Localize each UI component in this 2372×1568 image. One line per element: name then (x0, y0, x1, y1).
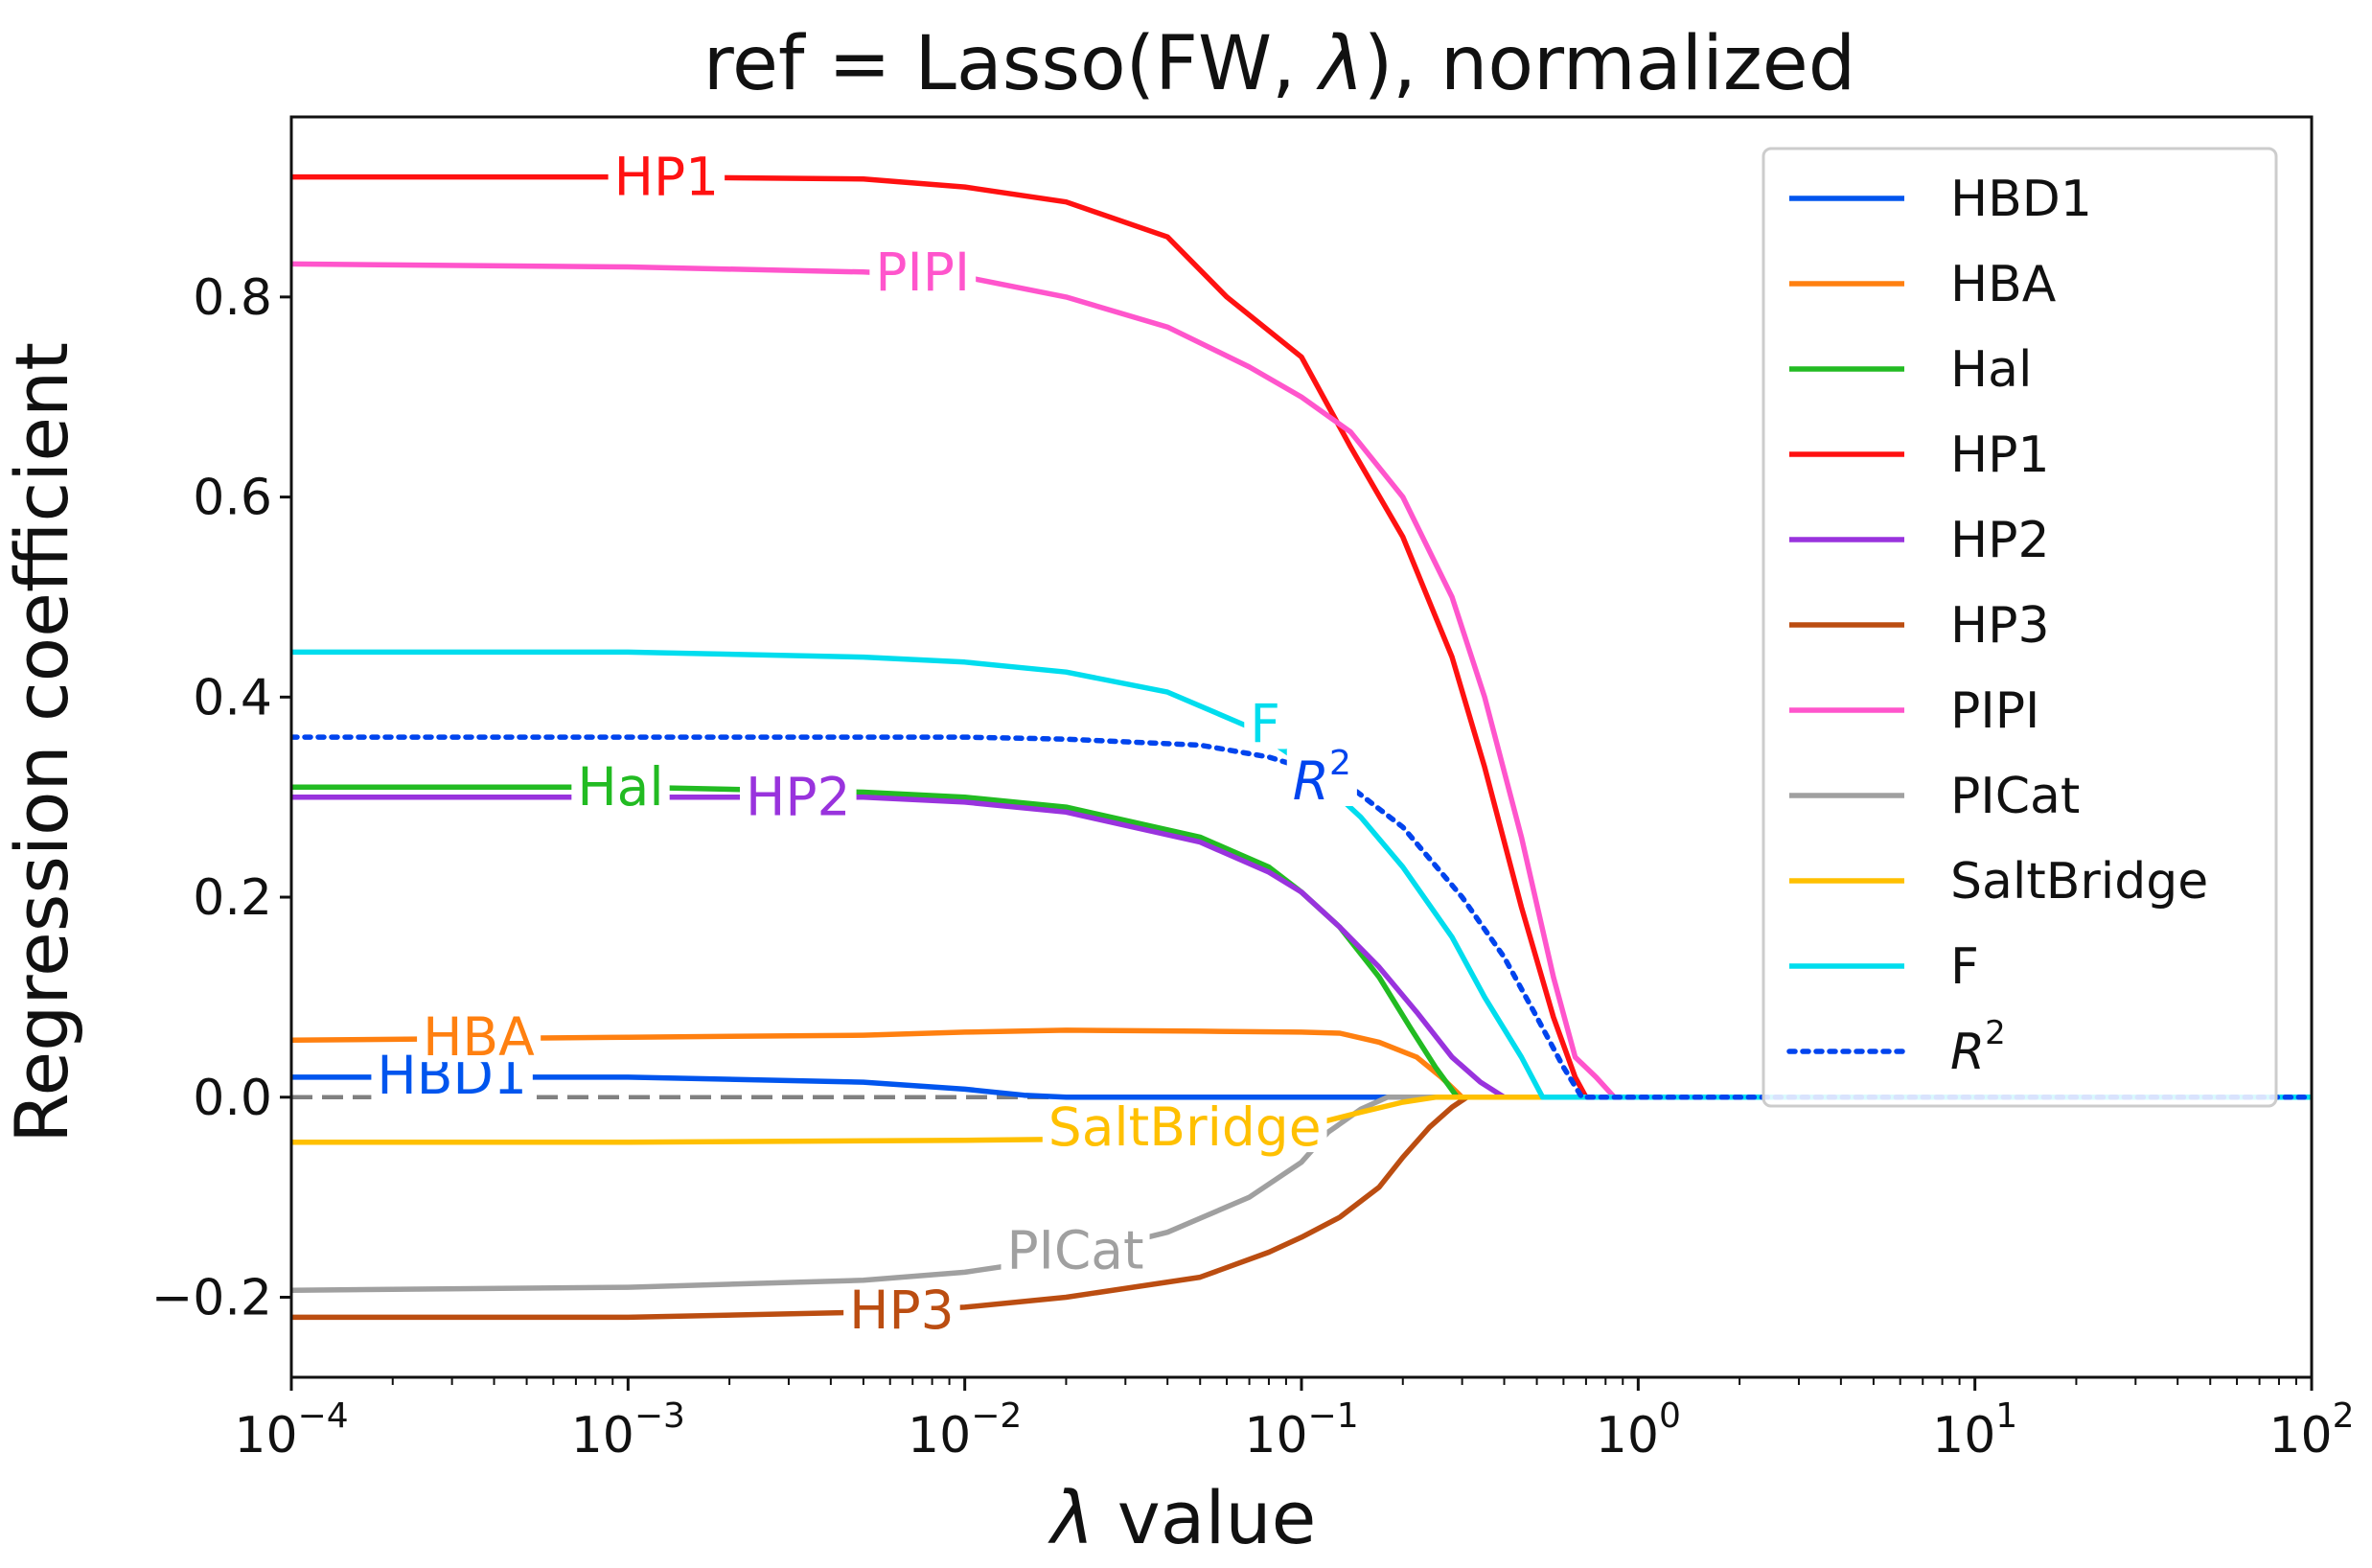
legend-label-r2: R2 (1950, 1014, 2006, 1081)
y-tick-label: 0.6 (193, 470, 272, 527)
legend-label-hba: HBA (1950, 256, 2057, 313)
series-line-hp2 (291, 794, 2312, 1100)
plot-area: HBD1HBAHalHP1HP2HP3PIPIPICatSaltBridgeFR… (151, 115, 2355, 1464)
x-tick-label: 10−2 (908, 1396, 1022, 1464)
legend-label-hp1: HP1 (1950, 427, 2050, 484)
curve-label-hp2: HP2 (746, 767, 851, 828)
legend-label-pipi: PIPI (1950, 682, 2039, 740)
curve-label-hba: HBA (423, 1006, 535, 1068)
curve-label-saltbridge: SaltBridge (1048, 1096, 1322, 1158)
legend-label-hal: Hal (1950, 341, 2032, 399)
curve-label-f: F (1250, 693, 1280, 754)
y-tick-label: 0.4 (193, 669, 272, 726)
curve-label-pipi: PIPI (875, 242, 970, 303)
legend-label-hbd1: HBD1 (1950, 171, 2092, 228)
legend-label-hp3: HP3 (1950, 597, 2050, 655)
curve-label-background (1001, 1225, 1150, 1276)
y-tick-label: 0.8 (193, 269, 272, 327)
legend-label-hp2: HP2 (1950, 512, 2050, 569)
x-tick-label: 10−3 (571, 1396, 685, 1464)
x-tick-label: 10−4 (234, 1396, 348, 1464)
series-line-picat (291, 1095, 2312, 1293)
curve-label-r2: R2 (1293, 744, 1351, 812)
x-tick-label: 101 (1932, 1396, 2017, 1464)
y-tick-label: 0.2 (193, 869, 272, 927)
legend-label-picat: PICat (1950, 768, 2080, 825)
x-tick-label: 102 (2268, 1396, 2354, 1464)
curve-label-background (1244, 699, 1286, 749)
curve-label-hal: Hal (577, 756, 663, 818)
x-axis-label: λ value (1048, 1475, 1317, 1560)
series-line-hp1 (291, 173, 2312, 1100)
y-axis-label: Regression coefficient (0, 342, 84, 1143)
curve-label-background (1286, 749, 1357, 806)
curve-label-picat: PICat (1007, 1219, 1144, 1280)
legend-label-f: F (1950, 938, 1979, 996)
y-tick-label: 0.0 (193, 1070, 272, 1127)
series-line-hbd1 (291, 1074, 2312, 1100)
curve-label-background (843, 1285, 960, 1336)
y-tick-label: −0.2 (151, 1270, 272, 1327)
curve-label-background (869, 246, 977, 297)
curve-label-hp3: HP3 (849, 1280, 955, 1341)
x-tick-label: 10−1 (1244, 1396, 1358, 1464)
legend-box (1762, 147, 2278, 1108)
curve-label-hp1: HP1 (614, 147, 720, 208)
curve-label-background (1042, 1102, 1327, 1153)
x-tick-label: 100 (1596, 1396, 1681, 1464)
curve-label-background (417, 1012, 541, 1063)
curve-label-background (571, 762, 670, 813)
chart-title: ref = Lasso(FW, λ), normalized (703, 21, 1856, 107)
legend-label-saltbridge: SaltBridge (1950, 853, 2208, 911)
curve-label-background (740, 772, 857, 822)
curve-label-background (608, 151, 725, 202)
